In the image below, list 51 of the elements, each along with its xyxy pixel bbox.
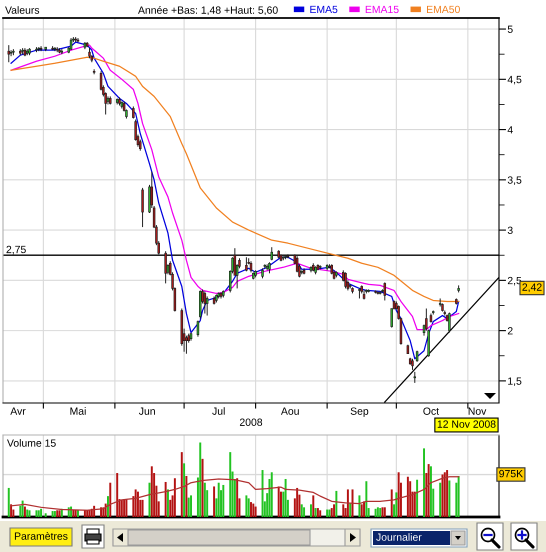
ref-line-label: 2,75 — [6, 246, 26, 254]
candlestick — [164, 250, 167, 284]
text: 12 Nov 2008 — [438, 420, 496, 428]
candlestick — [411, 358, 414, 370]
text: 2,42 — [522, 283, 542, 292]
candlestick — [8, 44, 10, 63]
y-tick-label: 5 — [508, 26, 513, 33]
legend-label: EMA15 — [366, 6, 399, 14]
x-tick-label: Nov — [468, 408, 486, 415]
y-tick-label: 3,5 — [508, 176, 522, 185]
candlestick — [132, 106, 135, 120]
candlestick — [268, 262, 271, 274]
legend-label: EMA50 — [427, 6, 460, 14]
y-tick-label: 4,5 — [508, 76, 522, 84]
y-tick-label: 1,5 — [508, 377, 522, 386]
x-axis-title: 2008 — [240, 418, 262, 426]
text: Journalier — [376, 533, 422, 541]
candlestick — [344, 272, 347, 289]
candlestick — [384, 282, 386, 301]
x-tick-label: Aou — [280, 408, 299, 415]
candlestick — [245, 256, 248, 272]
candlestick — [448, 312, 451, 334]
chart-title: Volume 15 — [7, 439, 56, 447]
candlestick — [270, 246, 273, 261]
candlestick — [261, 268, 264, 279]
legend-label: EMA5 — [310, 6, 338, 14]
candlestick — [141, 187, 144, 228]
x-tick-label: Avr — [10, 408, 26, 415]
candlestick — [362, 290, 366, 300]
candlestick — [88, 48, 91, 59]
x-tick-label: Jun — [138, 408, 155, 415]
candlestick — [406, 344, 410, 354]
candlestick — [196, 320, 200, 338]
x-tick-label: Oct — [423, 407, 439, 415]
x-tick-label: Sep — [350, 407, 368, 417]
text: Paramètres — [14, 532, 68, 540]
y-tick-label: 4 — [508, 126, 513, 134]
candlestick — [414, 371, 416, 384]
candlestick — [430, 313, 432, 324]
ref-line-label: 975K — [499, 470, 523, 478]
text: Année +Bas: 1,48 +Haut: 5,60 — [138, 6, 278, 16]
x-tick-label: Jul — [212, 407, 225, 415]
candlestick — [206, 296, 208, 316]
chart-title: Valeurs — [5, 6, 40, 14]
y-tick-label: 2 — [508, 327, 513, 334]
candlestick — [70, 38, 72, 51]
candlestick — [358, 288, 361, 299]
candlestick — [416, 350, 418, 362]
y-tick-label: 3 — [508, 226, 513, 234]
x-tick-label: Mai — [70, 407, 86, 415]
candlestick — [204, 290, 206, 314]
